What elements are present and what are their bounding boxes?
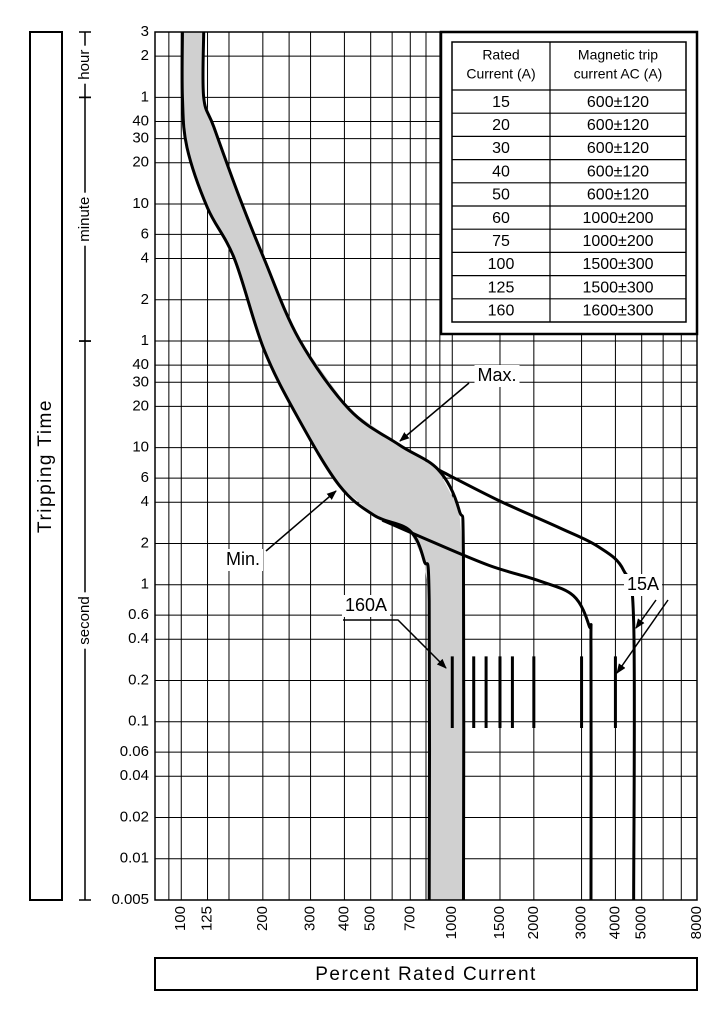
table-cell: 40 (492, 163, 510, 180)
x-tick-label: 700 (401, 906, 418, 931)
annotation-arrow (635, 599, 657, 629)
table-cell: 50 (492, 187, 510, 204)
annotation-arrow (265, 490, 337, 552)
y-tick-label: 6 (141, 469, 149, 486)
table-cell: 600±120 (587, 187, 649, 204)
y-tick-label: 30 (132, 373, 149, 390)
y-tick-label: 1 (141, 332, 149, 349)
annotation-arrow (616, 599, 669, 674)
y-tick-label: 6 (141, 225, 149, 242)
unit-label-bg (76, 45, 94, 84)
x-tick-label: 200 (254, 906, 271, 931)
x-tick-label: 500 (362, 906, 379, 931)
annotation-arrow (343, 619, 447, 669)
unit-label: second (76, 596, 93, 644)
x-tick-label: 8000 (688, 906, 705, 939)
unit-label: minute (76, 197, 93, 242)
table-cell: 1000±200 (582, 210, 653, 227)
annotation: Min. (226, 549, 260, 569)
y-tick-label: 10 (132, 439, 149, 456)
curve (201, 32, 466, 900)
table-cell: 600±120 (587, 94, 649, 111)
y-tick-label: 0.6 (128, 606, 149, 623)
y-tick-label: 2 (141, 47, 149, 64)
x-tick-label: 400 (335, 906, 352, 931)
annotation: 15A (627, 574, 659, 594)
x-tick-label: 1500 (491, 906, 508, 939)
x-axis-label: Percent Rated Current (315, 964, 537, 985)
table-cell: 1600±300 (582, 303, 653, 320)
y-tick-label: 20 (132, 397, 149, 414)
table-cell: 1000±200 (582, 233, 653, 250)
y-tick-label: 30 (132, 130, 149, 147)
table-cell: 100 (488, 256, 515, 273)
y-tick-label: 2 (141, 291, 149, 308)
x-tick-label: 5000 (633, 906, 650, 939)
y-tick-label: 4 (141, 250, 149, 267)
y-tick-label: 0.005 (111, 891, 149, 908)
y-tick-label: 1 (141, 576, 149, 593)
table-header: Magnetic trip (578, 47, 658, 63)
y-tick-label: 0.06 (120, 743, 149, 760)
y-tick-label: 4 (141, 493, 149, 510)
y-tick-label: 2 (141, 534, 149, 551)
table-header: Rated (482, 47, 519, 63)
y-tick-label: 0.01 (120, 850, 149, 867)
table-cell: 125 (488, 279, 515, 296)
y-tick-label: 0.1 (128, 713, 149, 730)
y-tick-label: 0.02 (120, 808, 149, 825)
table-border (451, 41, 687, 323)
plot-border (154, 31, 698, 901)
table-cell: 20 (492, 117, 510, 134)
annotation-bg (623, 574, 663, 596)
y-tick-label: 0.2 (128, 671, 149, 688)
table-cell: 1500±300 (582, 256, 653, 273)
x-tick-label: 300 (302, 906, 319, 931)
band (182, 32, 464, 900)
x-tick-label: 3000 (573, 906, 590, 939)
annotation: Max. (477, 365, 516, 385)
y-tick-label: 3 (141, 23, 149, 40)
y-tick-label: 1 (141, 88, 149, 105)
table-cell: 60 (492, 210, 510, 227)
table-header: current AC (A) (574, 66, 663, 82)
y-axis-label: Tripping Time (35, 399, 56, 533)
y-tick-label: 40 (132, 356, 149, 373)
y-tick-label: 10 (132, 195, 149, 212)
x-tick-label: 100 (172, 906, 189, 931)
x-tick-label: 4000 (606, 906, 623, 939)
y-tick-label: 0.4 (128, 630, 149, 647)
table-cell: 600±120 (587, 117, 649, 134)
plot-area (180, 32, 636, 900)
table-cell: 1500±300 (582, 279, 653, 296)
table-cell: 600±120 (587, 163, 649, 180)
unit-label: hour (76, 50, 93, 80)
annotation-bg (341, 595, 391, 617)
table-cell: 30 (492, 140, 510, 157)
x-tick-label: 125 (198, 906, 215, 931)
annotation: 160A (345, 595, 387, 615)
xlabel-box (154, 957, 698, 991)
ylabel-box (29, 31, 63, 901)
x-tick-label: 1000 (443, 906, 460, 939)
curve (437, 468, 636, 900)
unit-label-bg (76, 592, 94, 649)
curve (180, 32, 432, 900)
annotation-arrow (399, 382, 470, 442)
table-cell: 160 (488, 303, 515, 320)
annotation-bg (222, 549, 264, 571)
table-cell: 15 (492, 94, 510, 111)
table-header: Current (A) (466, 66, 535, 82)
curve (381, 518, 593, 900)
y-tick-label: 0.04 (120, 767, 149, 784)
y-tick-label: 20 (132, 154, 149, 171)
table-cell: 75 (492, 233, 510, 250)
unit-label-bg (76, 192, 94, 246)
table-cell: 600±120 (587, 140, 649, 157)
y-tick-label: 40 (132, 112, 149, 129)
x-tick-label: 2000 (525, 906, 542, 939)
annotation-bg (474, 365, 520, 387)
